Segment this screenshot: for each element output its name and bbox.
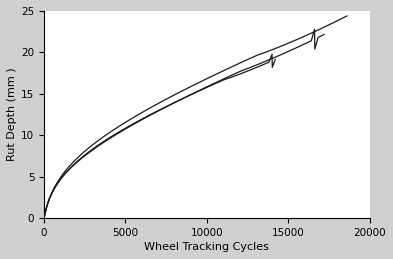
X-axis label: Wheel Tracking Cycles: Wheel Tracking Cycles <box>145 242 269 252</box>
Y-axis label: Rut Depth (mm ): Rut Depth (mm ) <box>7 68 17 161</box>
